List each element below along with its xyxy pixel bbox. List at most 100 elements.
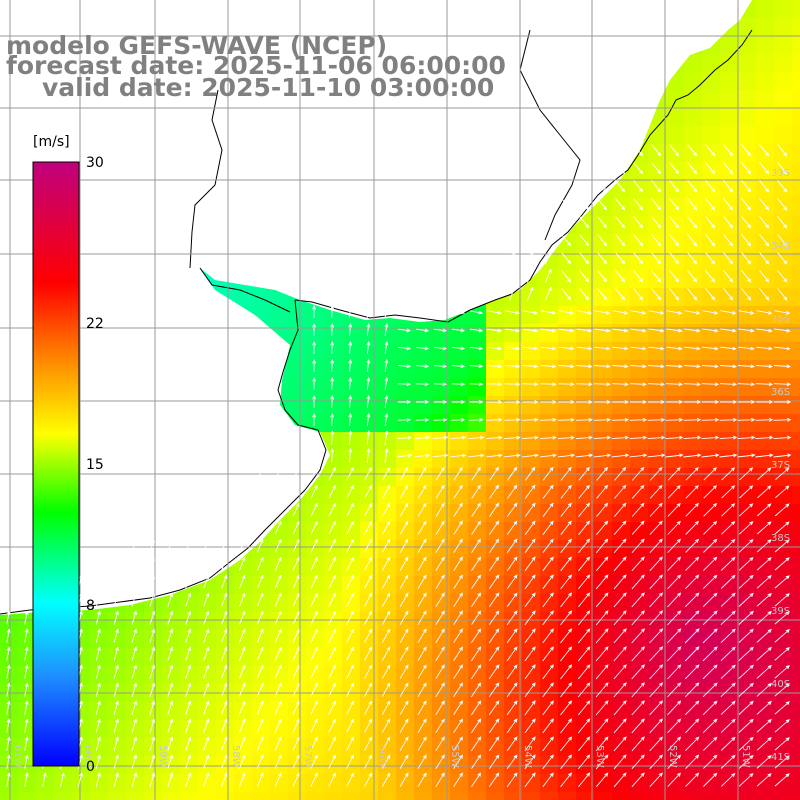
wind-arrow [292, 754, 300, 769]
wind-arrow [6, 736, 11, 751]
wind-arrow [685, 502, 700, 517]
wind-arrow [488, 736, 500, 752]
wind-cell [720, 252, 739, 271]
wind-cell [720, 198, 739, 217]
latitude-label: 36S [771, 387, 790, 398]
wind-cell [756, 36, 775, 55]
longitude-labels: 61W 60W 59W 58W 57W 56W 55W 54W 53W 52W 51W [12, 745, 751, 768]
wind-arrow [381, 682, 391, 697]
wind-arrow [647, 382, 666, 387]
wind-cell [540, 396, 559, 415]
wind-arrow [95, 772, 101, 787]
wind-cell [558, 504, 577, 523]
wind-cell [594, 576, 613, 595]
wind-arrow [366, 359, 371, 372]
wind-cell [612, 630, 631, 649]
wind-cell [612, 288, 631, 307]
wind-cell [306, 702, 325, 721]
wind-cell [162, 792, 181, 800]
wind-arrow [777, 251, 788, 265]
wind-arrow [720, 556, 736, 571]
wind-arrow [649, 520, 663, 535]
wind-cell [630, 774, 649, 793]
wind-arrow [131, 610, 137, 625]
wind-cell [630, 540, 649, 559]
wind-cell [576, 576, 595, 595]
wind-cell [342, 324, 361, 343]
wind-arrow [328, 646, 336, 661]
wind-arrow [438, 287, 443, 300]
wind-arrow [113, 718, 119, 733]
wind-cell [504, 324, 523, 343]
wind-arrow [759, 198, 770, 211]
wind-arrow [524, 700, 536, 716]
wind-arrow [310, 646, 318, 661]
wind-cell [324, 468, 343, 487]
wind-arrow [633, 144, 644, 157]
colorbar-tick-label: 30 [86, 155, 104, 171]
wind-arrow [95, 664, 101, 679]
wind-arrow [685, 484, 699, 499]
wind-cell [144, 774, 163, 793]
wind-arrow [328, 700, 336, 715]
wind-arrow [328, 610, 336, 625]
wind-arrow [398, 310, 411, 315]
wind-cell [630, 450, 649, 469]
wind-arrow [774, 701, 790, 715]
wind-cell [342, 594, 361, 613]
wind-cell [540, 540, 559, 559]
wind-arrow [417, 736, 427, 751]
wind-arrow [435, 736, 445, 752]
wind-cell [702, 144, 721, 163]
wind-cell [720, 126, 739, 145]
wind-arrow [540, 453, 557, 458]
wind-arrow [613, 592, 627, 608]
wind-cell [288, 540, 307, 559]
wind-cell [702, 54, 721, 73]
wind-arrow [506, 610, 518, 626]
wind-arrow [433, 364, 448, 369]
wind-cell [792, 666, 800, 685]
wind-arrow [615, 180, 626, 193]
wind-arrow [399, 718, 409, 733]
wind-cell [288, 576, 307, 595]
wind-arrow [701, 417, 720, 422]
wind-arrow [560, 754, 573, 770]
wind-arrow [366, 269, 371, 282]
wind-cell [792, 522, 800, 541]
wind-cell [432, 738, 451, 757]
wind-cell [180, 630, 199, 649]
wind-arrow [649, 466, 663, 481]
wind-arrow [489, 502, 500, 517]
wind-arrow [486, 400, 503, 404]
wind-cell [126, 756, 145, 775]
wind-arrow [558, 346, 575, 351]
wind-cell [522, 432, 541, 451]
wind-cell [450, 396, 469, 415]
wind-arrow [738, 664, 754, 679]
wind-arrow [417, 556, 427, 571]
wind-cell [720, 144, 739, 163]
wind-arrow [453, 754, 463, 770]
wind-cell [234, 576, 253, 595]
wind-arrow [473, 287, 479, 300]
wind-arrow [703, 538, 718, 553]
wind-arrow [756, 700, 772, 715]
wind-arrow [24, 736, 29, 751]
wind-cell [252, 666, 271, 685]
wind-arrow [346, 574, 354, 589]
wind-cell [792, 54, 800, 73]
wind-cell [342, 522, 361, 541]
wind-cell [774, 162, 793, 181]
wind-cell [324, 738, 343, 757]
wind-cell [630, 594, 649, 613]
wind-arrow [595, 736, 609, 752]
wind-arrow [24, 628, 29, 643]
wind-arrow [649, 556, 663, 572]
wind-cell [432, 324, 451, 343]
wind-arrow [346, 484, 354, 499]
wind-arrow [238, 772, 246, 787]
wind-cell [162, 594, 181, 613]
wind-cell [306, 558, 325, 577]
